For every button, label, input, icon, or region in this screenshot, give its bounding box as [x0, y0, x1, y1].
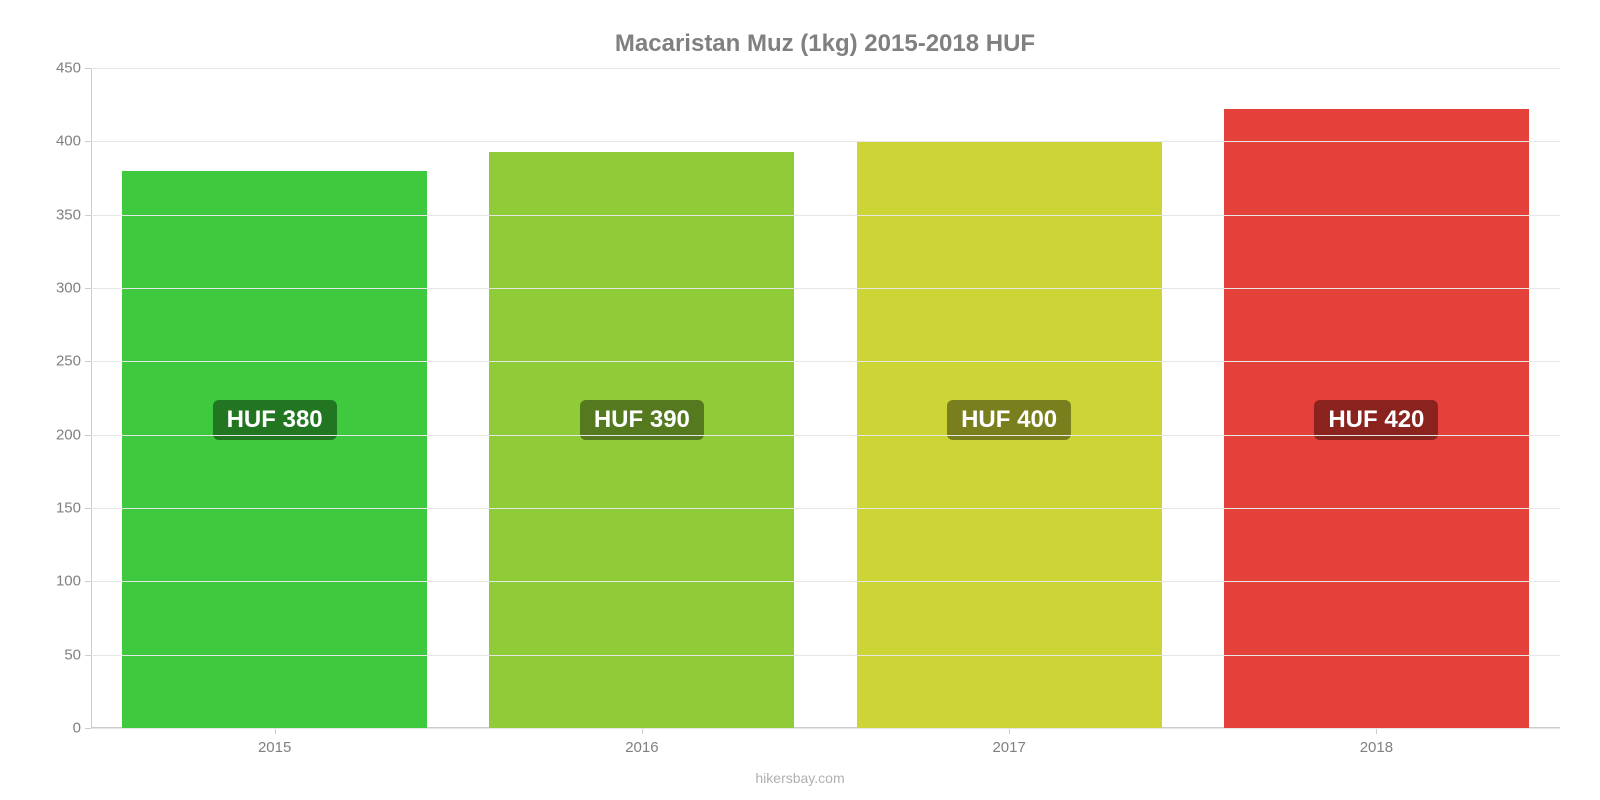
x-tick-label: 2017 — [992, 739, 1025, 756]
grid-line — [91, 435, 1560, 436]
bar: HUF 390 — [489, 152, 794, 728]
bar-slot: HUF 3902016 — [458, 68, 825, 728]
y-tick-label: 200 — [41, 426, 81, 443]
y-tick-label: 350 — [41, 206, 81, 223]
y-tick-label: 450 — [41, 60, 81, 77]
bar: HUF 420 — [1224, 109, 1529, 728]
grid-line — [91, 68, 1560, 69]
y-tick-mark — [85, 508, 91, 509]
grid-line — [91, 288, 1560, 289]
bar: HUF 380 — [122, 171, 427, 728]
y-tick-mark — [85, 68, 91, 69]
attribution-text: hikersbay.com — [755, 770, 844, 786]
bar-slot: HUF 4002017 — [826, 68, 1193, 728]
y-tick-label: 400 — [41, 133, 81, 150]
grid-line — [91, 215, 1560, 216]
x-tick-label: 2018 — [1360, 739, 1393, 756]
chart-container: Macaristan Muz (1kg) 2015-2018 HUF HUF 3… — [0, 0, 1600, 800]
y-tick-mark — [85, 141, 91, 142]
grid-line — [91, 141, 1560, 142]
chart-title: Macaristan Muz (1kg) 2015-2018 HUF — [90, 30, 1560, 58]
y-tick-mark — [85, 361, 91, 362]
bars-row: HUF 3802015HUF 3902016HUF 4002017HUF 420… — [91, 68, 1560, 728]
plot-area: HUF 3802015HUF 3902016HUF 4002017HUF 420… — [90, 68, 1560, 728]
grid-line — [91, 581, 1560, 582]
y-tick-label: 150 — [41, 500, 81, 517]
y-tick-label: 100 — [41, 573, 81, 590]
y-tick-mark — [85, 655, 91, 656]
x-tick-label: 2016 — [625, 739, 658, 756]
grid-line — [91, 728, 1560, 729]
y-tick-mark — [85, 288, 91, 289]
y-tick-mark — [85, 581, 91, 582]
y-tick-mark — [85, 728, 91, 729]
y-tick-label: 300 — [41, 280, 81, 297]
y-tick-mark — [85, 215, 91, 216]
grid-line — [91, 361, 1560, 362]
grid-line — [91, 508, 1560, 509]
y-tick-label: 50 — [41, 646, 81, 663]
y-tick-mark — [85, 435, 91, 436]
grid-line — [91, 655, 1560, 656]
bar-slot: HUF 4202018 — [1193, 68, 1560, 728]
y-tick-label: 0 — [41, 720, 81, 737]
x-tick-label: 2015 — [258, 739, 291, 756]
bar-slot: HUF 3802015 — [91, 68, 458, 728]
y-tick-label: 250 — [41, 353, 81, 370]
